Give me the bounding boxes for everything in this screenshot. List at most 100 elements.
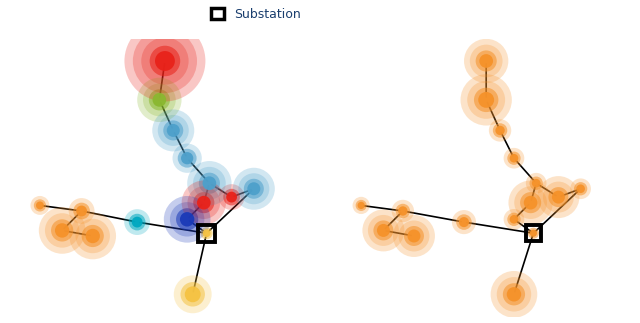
Circle shape (176, 208, 198, 230)
Circle shape (226, 192, 237, 203)
Circle shape (129, 214, 145, 230)
Circle shape (133, 29, 197, 93)
Circle shape (185, 287, 201, 302)
Circle shape (202, 176, 216, 190)
Circle shape (81, 225, 104, 247)
Circle shape (474, 88, 499, 112)
Circle shape (163, 120, 183, 141)
Circle shape (574, 182, 588, 195)
Circle shape (73, 203, 90, 219)
Circle shape (152, 109, 195, 151)
Circle shape (467, 81, 505, 119)
Circle shape (408, 229, 420, 243)
Circle shape (509, 215, 518, 224)
Circle shape (51, 219, 73, 242)
Circle shape (552, 191, 565, 203)
Circle shape (36, 202, 44, 209)
Bar (198, 225, 215, 242)
Legend: Substation: Substation (206, 3, 306, 26)
Circle shape (200, 227, 212, 239)
Circle shape (137, 78, 182, 122)
Circle shape (356, 200, 367, 211)
Circle shape (538, 176, 579, 218)
Circle shape (34, 199, 46, 212)
Circle shape (373, 220, 394, 240)
Circle shape (504, 148, 524, 169)
Circle shape (399, 221, 429, 252)
Circle shape (529, 177, 543, 190)
Circle shape (452, 210, 476, 234)
Circle shape (392, 200, 414, 222)
Circle shape (124, 20, 205, 101)
Circle shape (404, 226, 424, 246)
Circle shape (141, 37, 189, 85)
Circle shape (149, 89, 170, 110)
Circle shape (479, 54, 493, 68)
Circle shape (503, 283, 525, 306)
Circle shape (45, 213, 79, 248)
Circle shape (193, 192, 214, 213)
Circle shape (132, 217, 143, 227)
Circle shape (180, 212, 195, 226)
Circle shape (368, 215, 399, 246)
Circle shape (377, 224, 390, 237)
Circle shape (509, 154, 518, 162)
Circle shape (524, 196, 538, 210)
Circle shape (478, 92, 494, 108)
Circle shape (68, 198, 95, 224)
Circle shape (396, 204, 410, 218)
Circle shape (197, 196, 211, 210)
Circle shape (173, 143, 202, 173)
Circle shape (203, 229, 211, 237)
Circle shape (219, 184, 244, 210)
Circle shape (576, 184, 585, 193)
Circle shape (158, 115, 189, 146)
Circle shape (178, 149, 196, 168)
Circle shape (497, 277, 531, 312)
Circle shape (39, 207, 86, 254)
Circle shape (193, 167, 226, 200)
Circle shape (461, 74, 512, 126)
Circle shape (55, 223, 69, 238)
Circle shape (155, 51, 175, 71)
Circle shape (526, 173, 547, 193)
Circle shape (76, 205, 87, 216)
Circle shape (174, 276, 212, 313)
Circle shape (244, 179, 264, 199)
Circle shape (353, 197, 370, 214)
Circle shape (238, 173, 269, 204)
Circle shape (69, 213, 116, 259)
Circle shape (508, 213, 520, 226)
Circle shape (476, 50, 497, 71)
Circle shape (570, 178, 591, 199)
Circle shape (508, 181, 553, 225)
Circle shape (528, 228, 539, 239)
Circle shape (508, 151, 520, 165)
Circle shape (188, 186, 220, 219)
Circle shape (398, 206, 408, 216)
Circle shape (548, 187, 568, 207)
Circle shape (515, 186, 547, 219)
Circle shape (152, 93, 166, 107)
Circle shape (491, 271, 538, 318)
Circle shape (143, 84, 176, 116)
Circle shape (76, 219, 110, 253)
Bar (525, 225, 541, 241)
Circle shape (520, 192, 541, 213)
Circle shape (182, 181, 226, 225)
Circle shape (495, 126, 505, 135)
Circle shape (199, 173, 220, 194)
Circle shape (362, 209, 404, 251)
Circle shape (86, 229, 100, 243)
Circle shape (489, 119, 511, 141)
Circle shape (223, 189, 240, 205)
Circle shape (170, 202, 204, 236)
Circle shape (456, 214, 472, 230)
Circle shape (358, 202, 365, 209)
Circle shape (233, 168, 275, 210)
Circle shape (470, 45, 502, 77)
Circle shape (459, 217, 469, 227)
Circle shape (124, 209, 150, 235)
Circle shape (247, 182, 260, 195)
Circle shape (150, 46, 180, 76)
